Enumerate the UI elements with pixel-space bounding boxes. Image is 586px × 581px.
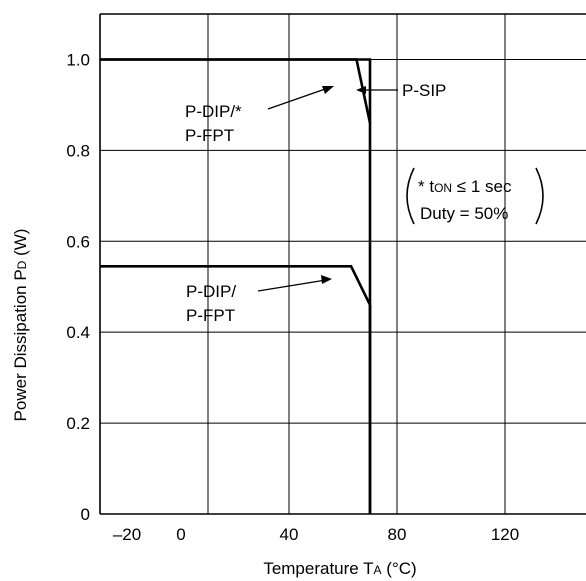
y-tick-label: 0 [81, 505, 90, 524]
x-axis-title: Temperature TA (°C) [263, 559, 416, 578]
x-tick-label: 80 [388, 525, 407, 544]
arrow-dip-head [321, 275, 332, 284]
arrow-dip [257, 279, 327, 292]
y-tick-label: 1.0 [66, 50, 90, 69]
y-tick-label: 0.8 [66, 141, 90, 160]
y-tick-label: 0.2 [66, 414, 90, 433]
series-line-2 [100, 58, 372, 124]
annotation-dip-line2: P-FPT [186, 306, 235, 325]
x-tick-labels: –20 0 40 80 120 [113, 525, 519, 544]
series-line-3 [100, 264, 372, 514]
grid-lines [100, 14, 586, 514]
note-left-paren [406, 167, 415, 225]
plot-frame [99, 13, 586, 515]
annotation-dip-star-line2: P-FPT [185, 126, 234, 145]
y-axis-title: Power Dissipation PD (W) [11, 229, 30, 422]
arrow-psip-head [356, 86, 366, 94]
annotation-dip-line1: P-DIP/ [186, 282, 236, 301]
y-tick-label: 0.4 [66, 323, 90, 342]
y-tick-label: 0.6 [66, 232, 90, 251]
series-lines [100, 58, 372, 514]
x-tick-label: 120 [491, 525, 519, 544]
annotation-psip: P-SIP [402, 81, 446, 100]
y-tick-labels: 0 0.2 0.4 0.6 0.8 1.0 [66, 50, 90, 524]
annotations: P-SIP P-DIP/* P-FPT P-DIP/ P-FPT * tON ≤… [185, 81, 544, 325]
duty-note: * tON ≤ 1 sec Duty = 50% [406, 167, 544, 225]
x-tick-label: 0 [176, 525, 185, 544]
x-tick-label: –20 [113, 525, 141, 544]
arrow-dip-star-head [322, 86, 334, 94]
note-right-paren [535, 167, 544, 225]
arrow-dip-star [267, 87, 329, 110]
note-line1: * tON ≤ 1 sec [418, 177, 512, 196]
note-line2: Duty = 50% [420, 204, 508, 223]
x-tick-label: 40 [280, 525, 299, 544]
annotation-dip-star-line1: P-DIP/* [185, 102, 242, 121]
